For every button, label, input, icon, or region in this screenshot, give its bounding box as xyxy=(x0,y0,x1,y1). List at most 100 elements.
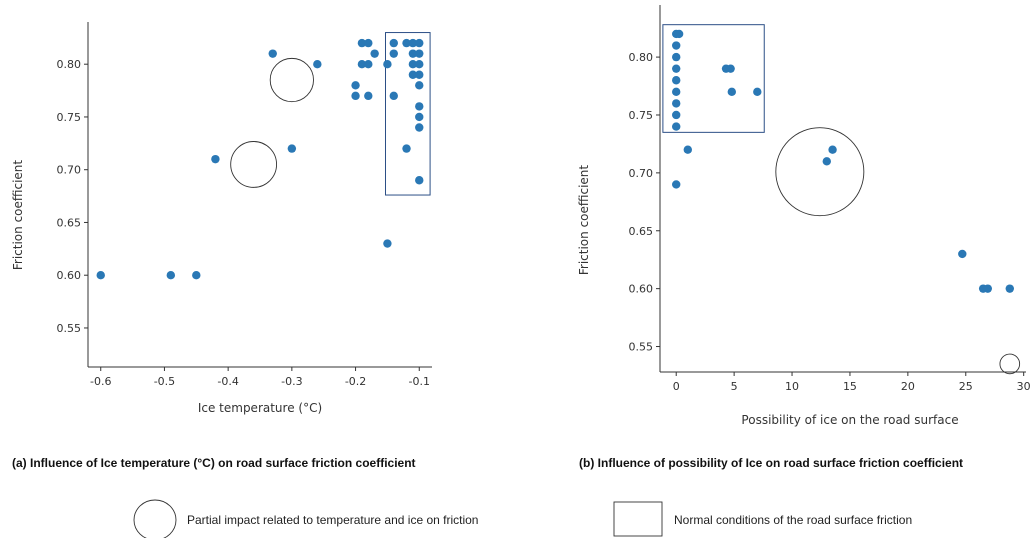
chart-a-data-point xyxy=(166,271,176,280)
chart-b-data-point xyxy=(674,29,684,39)
chart-b-highlight-circle xyxy=(999,353,1021,375)
chart-a-ytick-label: 0.80 xyxy=(57,58,82,71)
chart-a-data-point xyxy=(415,123,424,132)
chart-b-data-point xyxy=(683,145,692,154)
chart-a-data-point xyxy=(192,271,201,280)
chart-a-ytick-label: 0.65 xyxy=(57,216,82,229)
chart-a-data-point xyxy=(408,60,418,69)
chart-a-ytick-label: 0.55 xyxy=(57,322,82,335)
chart-b-x-ticks: 0 5 10 15 20 25 30 xyxy=(673,372,1031,393)
legend-circle-symbol xyxy=(133,499,177,538)
chart-b-xtick-label: 5 xyxy=(731,380,738,393)
chart-b-ytick-label: 0.75 xyxy=(629,109,654,122)
chart-a-data-point xyxy=(364,91,373,101)
chart-b-xtick-label: 0 xyxy=(673,380,680,393)
chart-b-data-point xyxy=(672,99,681,108)
chart-b-data-point xyxy=(672,110,681,120)
chart-a-ylabel: Friction coefficient xyxy=(11,160,25,271)
chart-a-ytick-label: 0.70 xyxy=(57,164,82,177)
chart-a-data-point xyxy=(351,91,360,101)
chart-b-xtick-label: 10 xyxy=(785,380,799,393)
chart-b-data-point xyxy=(983,284,992,293)
chart-a-data-point xyxy=(383,239,392,248)
chart-b-xlabel: Possibility of ice on the road surface xyxy=(741,413,958,427)
chart-b-annotations xyxy=(662,24,1021,375)
legend-rect-label: Normal conditions of the road surface fr… xyxy=(674,513,912,527)
chart-a-data-point xyxy=(415,49,424,58)
chart-a-data-point xyxy=(402,144,411,153)
chart-a-xlabel: Ice temperature (°C) xyxy=(198,401,322,415)
chart-b-data-point xyxy=(672,41,681,50)
chart-b-xtick-label: 30 xyxy=(1017,380,1031,393)
chart-a-xtick-label: -0.3 xyxy=(281,375,302,388)
chart-a-data-point xyxy=(415,60,424,69)
chart-b-data-point xyxy=(753,87,762,97)
chart-b-ylabel: Friction coefficient xyxy=(577,165,591,276)
chart-b-ytick-label: 0.60 xyxy=(629,283,654,296)
chart-b-highlight-rect xyxy=(662,24,765,133)
chart-a-highlight-circle xyxy=(230,141,278,188)
chart-b-ytick-label: 0.80 xyxy=(629,51,654,64)
chart-a-data-point xyxy=(313,60,322,69)
chart-a-data-point xyxy=(389,49,398,58)
chart-b-ytick-label: 0.55 xyxy=(629,341,654,354)
chart-a-xtick-label: -0.6 xyxy=(90,375,111,388)
chart-b-data-point xyxy=(726,64,735,73)
chart-b-ytick-label: 0.70 xyxy=(629,167,654,180)
chart-a-data-point xyxy=(408,49,418,58)
chart-a-data-point xyxy=(211,154,220,164)
chart-b-xtick-label: 20 xyxy=(901,380,915,393)
chart-b-data-point xyxy=(672,122,681,131)
chart-b-data-point xyxy=(958,249,967,259)
chart-a-data-point xyxy=(287,144,297,153)
chart-b-data-point xyxy=(828,145,837,154)
chart-a-data-point xyxy=(364,38,373,48)
chart-a: 0.55 0.60 0.65 0.70 0.75 0.80 -0.6 -0.5 -0.4 -0.… xyxy=(11,22,432,415)
legend-rect-symbol xyxy=(613,501,663,537)
chart-b-data-point xyxy=(1005,284,1014,293)
chart-a-xtick-label: -0.1 xyxy=(409,375,430,388)
chart-a-data-point xyxy=(415,112,424,122)
chart-b-data-point xyxy=(672,64,681,73)
chart-a-data-point xyxy=(408,70,418,79)
caption-a: (a) Influence of Ice temperature (°C) on… xyxy=(12,456,416,470)
chart-a-ytick-label: 0.60 xyxy=(57,269,82,282)
chart-b-data-point xyxy=(672,87,681,97)
chart-b-data-point xyxy=(672,52,681,62)
chart-a-highlight-rect xyxy=(384,32,431,196)
chart-a-data-point xyxy=(402,38,411,48)
chart-a-xtick-label: -0.2 xyxy=(345,375,366,388)
chart-a-ytick-label: 0.75 xyxy=(57,111,82,124)
chart-a-data-point xyxy=(364,60,373,69)
chart-a-points xyxy=(96,38,424,280)
chart-b: 0.55 0.60 0.65 0.70 0.75 0.80 0 5 10 15 20 25 30 Po… xyxy=(577,5,1031,427)
chart-b-points xyxy=(672,29,1014,293)
chart-b-xtick-label: 15 xyxy=(843,380,857,393)
chart-b-y-ticks: 0.55 0.60 0.65 0.70 0.75 0.80 xyxy=(629,51,660,354)
chart-a-data-point xyxy=(389,38,398,48)
chart-a-data-point xyxy=(415,38,424,48)
chart-a-annotations xyxy=(230,32,431,196)
legend: Partial impact related to temperature an… xyxy=(133,499,912,538)
chart-b-data-point xyxy=(727,87,737,97)
legend-circle-label: Partial impact related to temperature an… xyxy=(187,513,478,527)
chart-a-data-point xyxy=(415,70,424,79)
caption-b: (b) Influence of possibility of Ice on r… xyxy=(579,456,963,470)
chart-a-data-point xyxy=(415,81,424,90)
chart-a-xtick-label: -0.4 xyxy=(217,375,238,388)
chart-a-y-ticks: 0.55 0.60 0.65 0.70 0.75 0.80 xyxy=(57,58,88,335)
chart-a-xtick-label: -0.5 xyxy=(154,375,175,388)
chart-a-data-point xyxy=(415,102,424,111)
chart-a-data-point xyxy=(383,60,392,69)
chart-b-highlight-circle xyxy=(775,127,865,217)
chart-a-data-point xyxy=(96,271,105,280)
chart-a-highlight-circle xyxy=(269,57,314,103)
chart-b-ytick-label: 0.65 xyxy=(629,225,654,238)
chart-b-xtick-label: 25 xyxy=(959,380,973,393)
chart-b-data-point xyxy=(672,180,681,189)
chart-a-data-point xyxy=(268,49,277,58)
chart-b-data-point xyxy=(672,76,681,85)
chart-a-data-point xyxy=(415,176,424,185)
chart-b-data-point xyxy=(822,157,831,166)
